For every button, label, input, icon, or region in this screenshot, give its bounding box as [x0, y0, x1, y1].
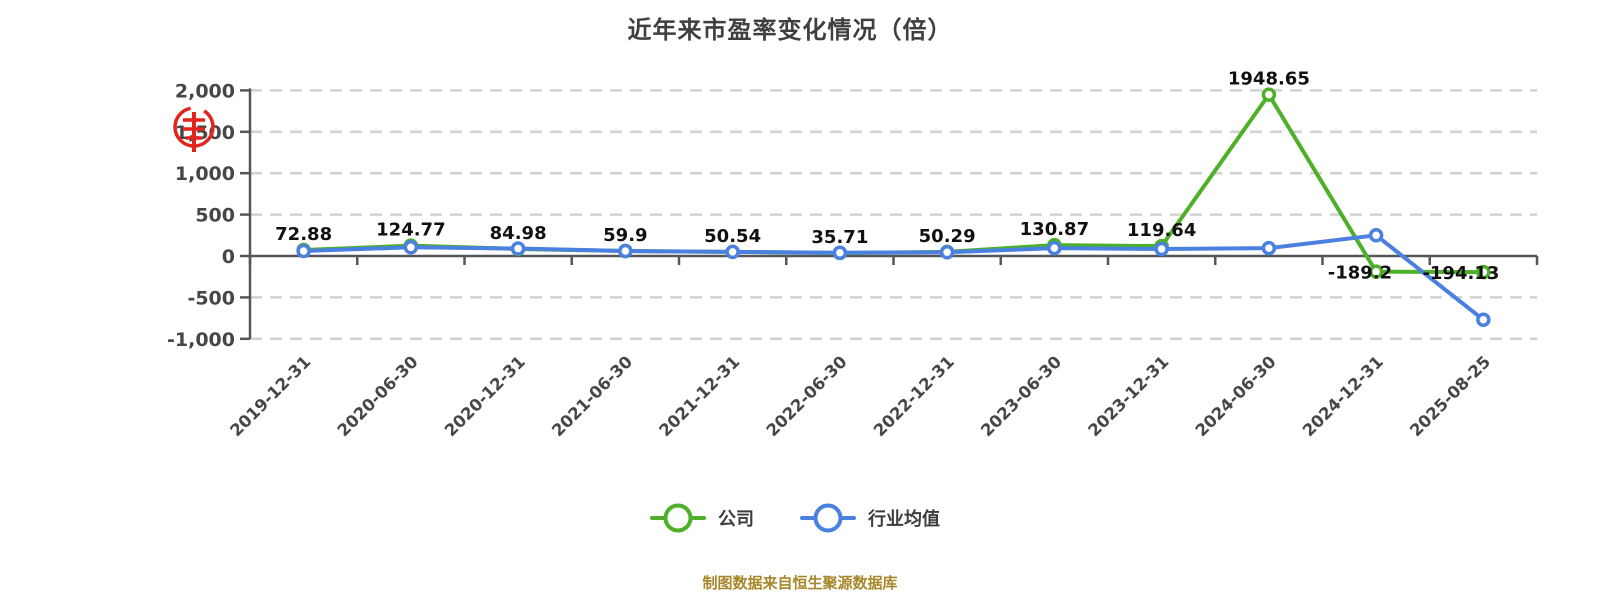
x-axis-label: 2021-12-31 [655, 352, 743, 440]
data-point-label: 50.54 [704, 226, 761, 247]
x-axis-label: 2019-12-31 [226, 352, 314, 440]
industry-average-data-point[interactable] [510, 241, 526, 256]
industry-average-data-point[interactable] [296, 243, 311, 259]
industry-average-series-line [301, 233, 1486, 322]
data-point-label: 130.87 [1020, 219, 1089, 240]
industry-average-data-point[interactable] [1154, 241, 1169, 257]
data-point-label: 84.98 [490, 223, 547, 244]
data-point-label: 59.9 [603, 225, 647, 246]
y-axis-label: 2,000 [175, 80, 235, 102]
x-axis-label: 2023-06-30 [977, 352, 1065, 440]
industry-average-data-point[interactable] [618, 243, 633, 259]
data-point-label: -189.2 [1328, 263, 1392, 284]
industry-average-data-point[interactable] [403, 240, 419, 255]
x-axis-label: 2020-06-30 [334, 352, 422, 440]
industry-average-data-point[interactable] [939, 245, 955, 260]
data-point-label: -194.13 [1422, 263, 1499, 284]
legend-item-company[interactable]: 公司 [650, 503, 754, 533]
company-series-marker-icon [650, 503, 706, 533]
company-data-point[interactable] [1261, 87, 1277, 102]
y-axis-label: -1,000 [167, 329, 235, 351]
x-axis-label: 2024-12-31 [1299, 352, 1387, 440]
industry-average-data-point[interactable] [1047, 240, 1062, 256]
x-axis-label: 2021-06-30 [548, 352, 636, 440]
industry-average-data-point[interactable] [832, 245, 848, 260]
industry-average-data-point[interactable] [1368, 228, 1384, 243]
data-point-label: 124.77 [376, 220, 445, 241]
company-data-point[interactable] [1368, 264, 1384, 279]
legend-label-company: 公司 [718, 509, 754, 530]
x-axis-label: 2024-06-30 [1192, 352, 1280, 440]
red-seal-stamp-icon [173, 106, 215, 152]
industry-series-marker-icon [800, 503, 856, 533]
legend-label-industry-average: 行业均值 [868, 509, 940, 530]
data-point-label: 35.71 [811, 227, 868, 248]
industry-average-data-point[interactable] [1476, 312, 1491, 328]
industry-average-data-point[interactable] [725, 244, 740, 260]
x-axis-label: 2023-12-31 [1084, 352, 1172, 440]
y-axis-label: -500 [187, 287, 235, 309]
data-point-label: 72.88 [275, 224, 332, 245]
legend-item-industry-average[interactable]: 行业均值 [800, 503, 940, 533]
data-point-label: 1948.65 [1228, 69, 1310, 90]
industry-average-data-point[interactable] [1261, 240, 1277, 256]
data-source-note: 制图数据来自恒生聚源数据库 [702, 574, 898, 592]
x-axis-label: 2022-06-30 [763, 352, 851, 440]
chart-legend: 公司 行业均值 [0, 503, 1590, 533]
y-axis-label: 0 [222, 246, 235, 268]
company-data-point[interactable] [1476, 264, 1491, 280]
x-axis-label: 2022-12-31 [870, 352, 958, 440]
data-point-label: 119.64 [1127, 220, 1196, 241]
y-axis-label: 500 [195, 205, 235, 227]
x-axis-label: 2020-12-31 [441, 352, 529, 440]
x-axis-label: 2025-08-25 [1406, 352, 1494, 440]
chart-title: 近年来市盈率变化情况（倍） [627, 16, 953, 44]
data-point-label: 50.29 [919, 226, 976, 247]
y-axis-label: 1,000 [175, 163, 235, 185]
